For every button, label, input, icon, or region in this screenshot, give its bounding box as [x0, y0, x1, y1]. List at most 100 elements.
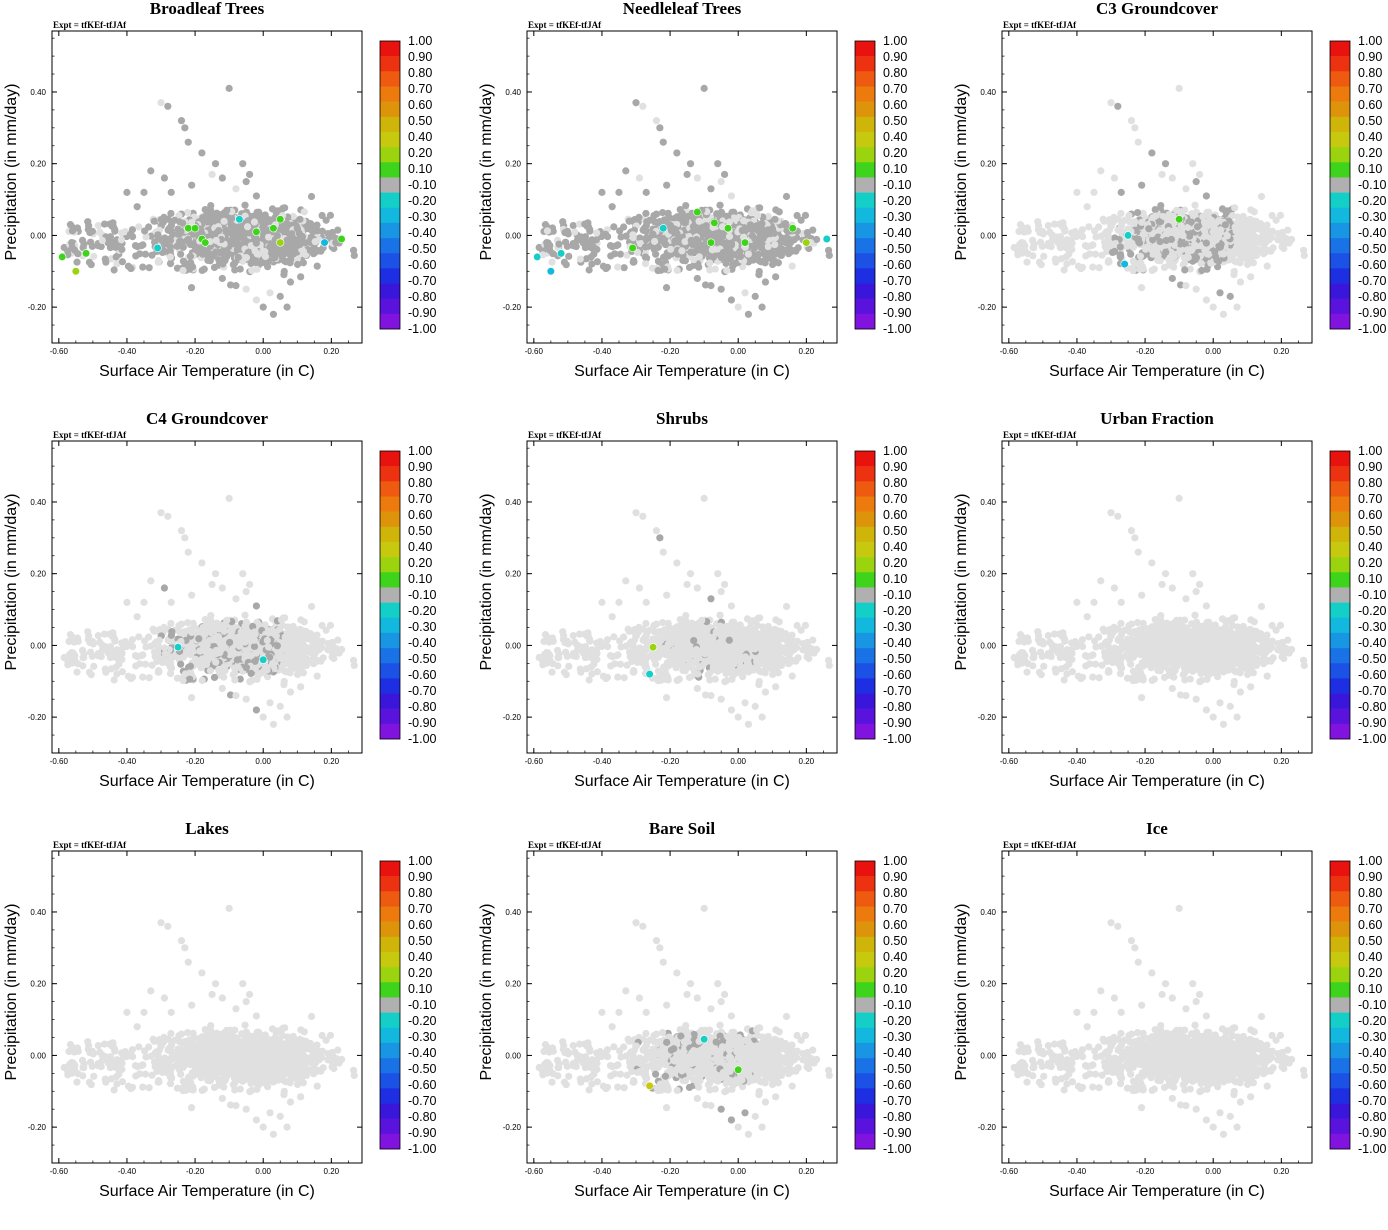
data-point	[1201, 227, 1208, 234]
colorbar-label: 0.60	[408, 98, 432, 112]
data-point	[314, 673, 321, 680]
colorbar-label: 0.20	[408, 146, 432, 160]
data-point	[762, 278, 769, 285]
data-point	[718, 286, 725, 293]
data-point	[614, 264, 621, 271]
data-point	[1203, 192, 1210, 199]
data-point	[1036, 229, 1043, 236]
data-point	[562, 239, 569, 246]
data-point	[211, 264, 218, 271]
data-point	[726, 233, 733, 240]
data-point	[775, 259, 782, 266]
data-point	[1233, 237, 1240, 244]
colorbar-label: 0.60	[883, 98, 907, 112]
data-point	[167, 210, 174, 217]
data-point	[771, 230, 778, 237]
data-point	[243, 286, 250, 293]
data-point	[709, 246, 716, 253]
data-point	[559, 218, 566, 225]
data-point	[561, 229, 568, 236]
data-point	[1193, 254, 1200, 261]
data-point	[90, 253, 97, 260]
data-point	[1156, 218, 1163, 225]
highlighted-point	[803, 239, 811, 247]
data-point	[706, 266, 713, 273]
highlighted-point	[191, 224, 199, 232]
colorbar-label: 0.80	[1358, 66, 1382, 80]
x-tick-label: -0.20	[661, 347, 680, 356]
data-point	[119, 258, 126, 265]
colorbar-label: 1.00	[1358, 34, 1382, 48]
data-point	[561, 259, 568, 266]
data-point	[311, 227, 318, 234]
data-point	[297, 273, 304, 280]
data-point	[758, 237, 765, 244]
colorbar-label: -0.30	[883, 210, 912, 224]
colorbar-segment	[1330, 284, 1350, 299]
data-point	[1201, 233, 1208, 240]
data-point	[270, 250, 277, 257]
data-point	[98, 243, 105, 250]
x-tick-label: -0.60	[1000, 347, 1019, 356]
data-point	[186, 239, 193, 246]
highlighted-point	[823, 235, 831, 243]
colorbar-segment	[1330, 117, 1350, 132]
data-point	[283, 244, 290, 251]
data-point	[281, 223, 288, 230]
colorbar-label: -0.20	[408, 194, 437, 208]
x-tick-label: 0.00	[730, 347, 746, 356]
data-point	[86, 229, 93, 236]
data-point	[223, 207, 230, 214]
data-point	[184, 209, 191, 216]
data-point	[1104, 231, 1111, 238]
data-point	[1165, 256, 1172, 263]
colorbar-segment	[380, 162, 400, 177]
colorbar-label: -0.80	[883, 290, 912, 304]
data-point	[73, 259, 80, 266]
data-point	[118, 246, 125, 253]
data-point	[71, 247, 78, 254]
data-point	[1162, 249, 1169, 256]
data-point	[1224, 232, 1231, 239]
data-point	[758, 244, 765, 251]
data-point	[212, 249, 219, 256]
data-point	[1261, 227, 1268, 234]
data-point	[181, 124, 188, 131]
highlighted-point	[276, 215, 284, 223]
colorbar-label: -0.50	[408, 242, 437, 256]
colorbar-label: 0.40	[408, 130, 432, 144]
data-point	[1231, 204, 1238, 211]
data-point	[1264, 263, 1271, 270]
data-point	[192, 246, 199, 253]
data-point	[1023, 259, 1030, 266]
colorbar-segment	[855, 299, 875, 314]
data-point	[765, 243, 772, 250]
colorbar-segment	[1330, 253, 1350, 268]
data-point	[792, 248, 799, 255]
data-point	[630, 257, 637, 264]
data-point	[1134, 209, 1141, 216]
data-point	[1068, 246, 1075, 253]
data-point	[1117, 210, 1124, 217]
data-point	[1091, 227, 1098, 234]
x-tick-label: -0.20	[186, 347, 205, 356]
data-point	[244, 223, 251, 230]
data-point	[1201, 218, 1208, 225]
data-point	[667, 246, 674, 253]
data-point	[1197, 260, 1204, 267]
data-point	[1049, 237, 1056, 244]
data-point	[642, 210, 649, 217]
data-point	[613, 242, 620, 249]
data-point	[674, 236, 681, 243]
data-point	[756, 268, 763, 275]
data-point	[80, 241, 87, 248]
data-point	[1030, 241, 1037, 248]
data-point	[290, 243, 297, 250]
data-point	[1084, 203, 1091, 210]
data-point	[1240, 250, 1247, 257]
highlighted-point	[711, 219, 719, 227]
data-point	[296, 230, 303, 237]
highlighted-point	[1175, 215, 1183, 223]
colorbar-label: 0.90	[1358, 50, 1382, 64]
